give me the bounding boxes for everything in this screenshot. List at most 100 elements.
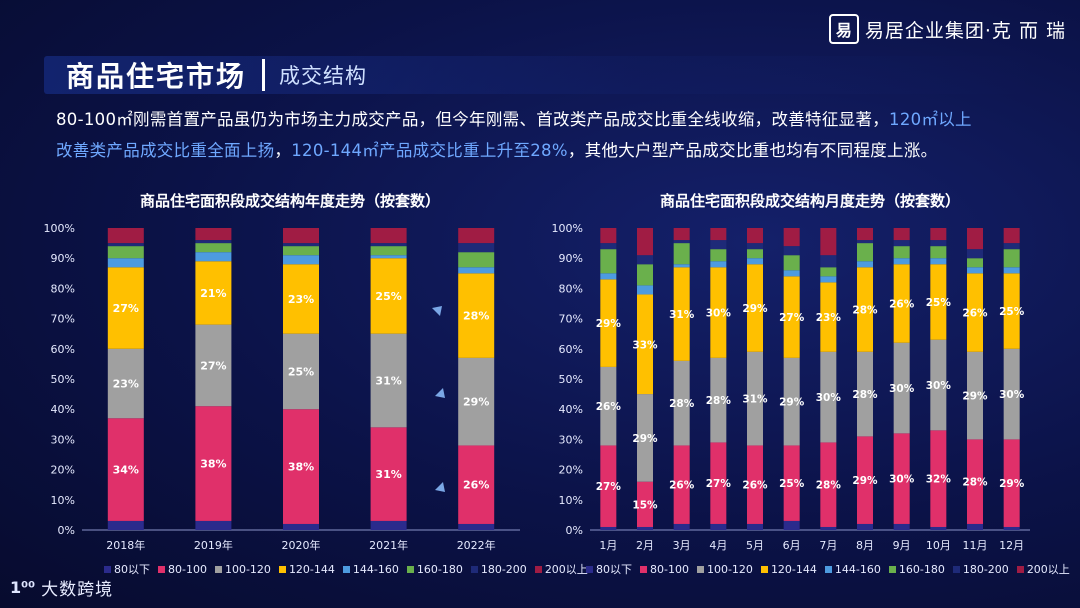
data-label: 29% [596,318,622,330]
data-label: 27% [596,481,622,493]
arrow-up-right-icon [424,306,442,324]
legend-label: 80-100 [650,562,689,576]
brand-name: 易居企业集团·克 而 瑞 [864,19,1066,42]
y-tick-label: 40% [559,403,583,416]
x-tick-label: 6月 [783,539,801,552]
bar-segment [195,228,232,241]
data-label: 26% [962,308,988,320]
bar-segment [893,258,910,265]
bar-segment [857,267,873,352]
bar-segment [107,258,144,268]
legend-item: 180-200 [470,563,527,576]
legend-item: 100-120 [214,563,271,576]
x-tick-label: 10月 [926,539,951,552]
bar-segment [1003,526,1020,530]
description-highlight: 120-144㎡产品成交比重上升至28% [291,141,568,160]
bar-segment [930,258,947,265]
bar-segment [857,351,873,437]
bar-segment [637,481,653,527]
bar-segment [283,409,319,524]
description-text: ，其他大户型产品成交比重也均有不同程度上涨。 [567,141,938,160]
bar-segment [783,246,800,256]
bar-segment [930,246,947,259]
bar-segment [283,333,319,410]
bar-segment [283,243,319,247]
bar-segment [783,276,800,358]
bar-segment [747,243,763,250]
bar-segment [600,228,617,244]
bar-segment [195,261,232,325]
footer-logo: 1⁰⁰ 大数跨境 [10,575,113,600]
arrow-down-right-icon [427,474,445,492]
bar-segment [600,273,617,280]
x-tick-label: 2月 [636,539,654,552]
bar-segment [967,439,983,524]
legend-item: 100-120 [696,563,753,576]
data-label: 21% [200,287,226,300]
legend-label: 80-100 [168,562,207,576]
data-label: 30% [999,389,1025,401]
bar-segment [600,445,617,527]
bar-segment [783,228,800,247]
data-label: 27% [113,302,139,315]
bar-segment [195,252,232,262]
bar-segment [930,339,947,431]
data-label: 28% [962,477,988,489]
x-tick-label: 2022年 [457,538,496,552]
bar-segment [747,258,763,265]
bar-segment [747,264,763,352]
data-label: 31% [375,468,401,481]
data-label: 30% [926,380,952,392]
data-label: 27% [200,359,226,372]
page-subtitle: 成交结构 [279,64,368,88]
bar-segment [930,430,947,527]
bar-segment [673,267,690,361]
legend-swatch [586,565,593,573]
bar-segment [673,228,690,241]
y-tick-label: 80% [559,282,583,295]
description-line-2: 改善类产品成交比重全面上扬，120-144㎡产品成交比重上升至28%，其他大户型… [56,135,1046,166]
y-tick-label: 50% [559,373,583,386]
bar-segment [370,246,407,256]
bar-segment [458,445,495,524]
bar-segment [283,523,319,530]
y-tick-label: 50% [51,373,75,386]
description-highlight: 改善类产品成交比重全面上扬 [56,141,275,160]
bar-segment [195,240,232,244]
bar-segment [673,523,690,530]
bar-segment [370,333,407,428]
bar-segment [673,445,690,524]
bar-segment [893,433,910,524]
bar-segment [857,228,873,241]
bar-segment [107,267,144,349]
legend-annual: 80以下 80-100 100-120 120-144 144-160 160-180 18… [104,561,596,577]
bar-segment [747,523,763,530]
bar-segment [637,255,653,265]
bar-segment [673,243,690,265]
bar-segment [857,261,873,268]
y-tick-label: 20% [51,464,75,477]
data-label: 26% [669,480,695,492]
y-tick-label: 10% [51,494,75,507]
bar-segment [710,249,727,262]
y-tick-label: 100% [552,222,583,235]
bar-segment [783,445,800,521]
bar-segment [967,258,983,268]
bar-segment [458,252,495,268]
data-label: 29% [779,397,805,409]
data-label: 33% [632,339,658,351]
bar-segment [107,228,144,244]
legend-item: 80以下 [104,561,150,577]
bar-segment [747,228,763,244]
legend-monthly: 80以下 80-100 100-120 120-144 144-160 160-180 18… [586,561,1078,577]
bar-segment [930,228,947,241]
data-label: 29% [999,478,1025,490]
bar-segment [673,240,690,244]
data-label: 34% [113,464,139,477]
title-row: 商品住宅市场 成交结构 [44,52,1040,98]
y-tick-label: 0% [58,524,75,537]
bar-segment [783,520,800,530]
data-label: 29% [632,433,658,445]
bar-segment [967,523,983,530]
x-tick-label: 7月 [819,539,837,552]
